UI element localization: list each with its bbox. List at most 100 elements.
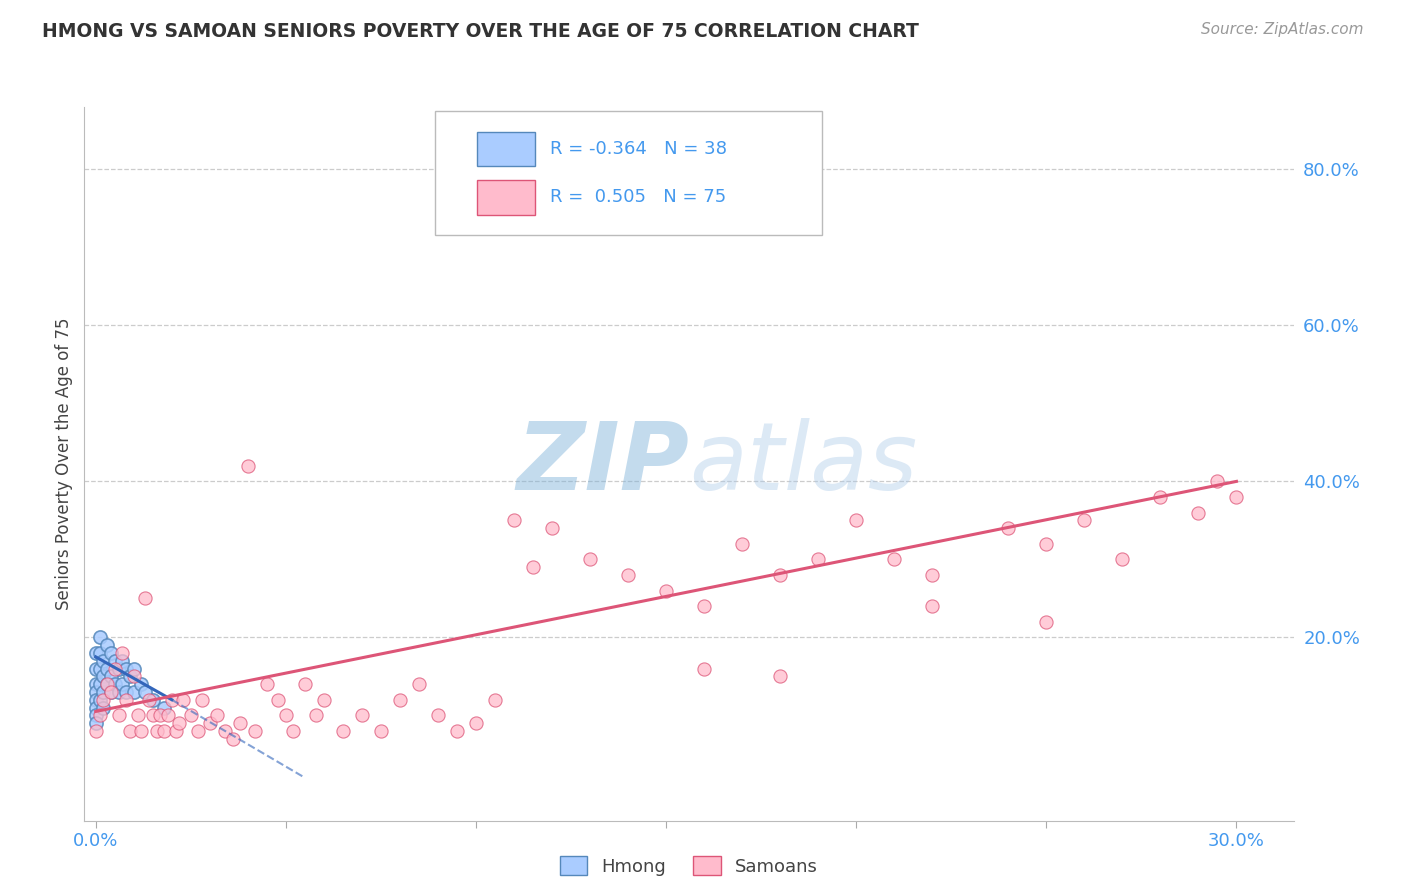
Text: ZIP: ZIP bbox=[516, 417, 689, 510]
Point bbox=[236, 458, 259, 473]
Point bbox=[245, 723, 267, 738]
Point bbox=[118, 669, 141, 683]
Point bbox=[84, 662, 107, 676]
Point bbox=[142, 708, 165, 723]
Point bbox=[100, 685, 122, 699]
Point bbox=[214, 723, 236, 738]
Point bbox=[388, 692, 411, 706]
Point bbox=[96, 638, 118, 652]
Point bbox=[153, 700, 176, 714]
Point bbox=[84, 685, 107, 699]
Y-axis label: Seniors Poverty Over the Age of 75: Seniors Poverty Over the Age of 75 bbox=[55, 318, 73, 610]
Point bbox=[118, 723, 141, 738]
Point bbox=[693, 662, 716, 676]
Point bbox=[127, 708, 149, 723]
Point bbox=[134, 591, 156, 606]
Point bbox=[93, 692, 115, 706]
Point bbox=[160, 692, 183, 706]
Point bbox=[229, 716, 252, 731]
Point bbox=[693, 599, 716, 614]
Point bbox=[1187, 506, 1209, 520]
Text: R = -0.364   N = 38: R = -0.364 N = 38 bbox=[550, 140, 727, 158]
Point bbox=[115, 685, 138, 699]
Point bbox=[111, 677, 134, 691]
Point bbox=[131, 723, 153, 738]
Point bbox=[96, 677, 118, 691]
Point bbox=[96, 677, 118, 691]
Point bbox=[84, 723, 107, 738]
Point bbox=[115, 692, 138, 706]
Point bbox=[89, 692, 111, 706]
Point bbox=[84, 716, 107, 731]
Point bbox=[283, 723, 305, 738]
Point bbox=[370, 723, 392, 738]
Point bbox=[122, 662, 145, 676]
Point bbox=[84, 708, 107, 723]
Point bbox=[845, 513, 868, 527]
Point bbox=[769, 669, 792, 683]
Point bbox=[107, 708, 129, 723]
Text: Source: ZipAtlas.com: Source: ZipAtlas.com bbox=[1201, 22, 1364, 37]
Point bbox=[111, 654, 134, 668]
Point bbox=[84, 692, 107, 706]
Point bbox=[1035, 537, 1057, 551]
Point bbox=[1111, 552, 1133, 566]
Point bbox=[446, 723, 468, 738]
Point bbox=[89, 708, 111, 723]
Point bbox=[655, 583, 678, 598]
Point bbox=[104, 662, 127, 676]
Point bbox=[84, 677, 107, 691]
Point bbox=[579, 552, 602, 566]
Text: atlas: atlas bbox=[689, 418, 917, 509]
Point bbox=[89, 662, 111, 676]
Point bbox=[274, 708, 297, 723]
Point bbox=[104, 654, 127, 668]
Point bbox=[807, 552, 830, 566]
Point bbox=[427, 708, 450, 723]
Point bbox=[172, 692, 194, 706]
Point bbox=[145, 723, 167, 738]
Point bbox=[883, 552, 905, 566]
Point bbox=[131, 677, 153, 691]
Point bbox=[89, 646, 111, 660]
Point bbox=[100, 669, 122, 683]
Point bbox=[122, 669, 145, 683]
Point bbox=[180, 708, 202, 723]
Point bbox=[149, 708, 172, 723]
Point bbox=[138, 692, 160, 706]
Point bbox=[522, 560, 544, 574]
Point bbox=[294, 677, 316, 691]
Point bbox=[89, 631, 111, 645]
Point bbox=[617, 568, 640, 582]
Text: R =  0.505   N = 75: R = 0.505 N = 75 bbox=[550, 188, 725, 206]
Point bbox=[96, 662, 118, 676]
Point bbox=[100, 685, 122, 699]
Point bbox=[84, 700, 107, 714]
FancyBboxPatch shape bbox=[434, 111, 823, 235]
Point bbox=[350, 708, 373, 723]
Point bbox=[93, 669, 115, 683]
Point bbox=[198, 716, 221, 731]
Point bbox=[134, 685, 156, 699]
Point bbox=[107, 685, 129, 699]
Point bbox=[115, 662, 138, 676]
Point bbox=[503, 513, 526, 527]
Point bbox=[191, 692, 214, 706]
Point bbox=[107, 662, 129, 676]
Point bbox=[169, 716, 191, 731]
FancyBboxPatch shape bbox=[478, 180, 536, 214]
Legend: Hmong, Samoans: Hmong, Samoans bbox=[553, 849, 825, 883]
Point bbox=[156, 708, 179, 723]
Point bbox=[104, 677, 127, 691]
Point bbox=[89, 677, 111, 691]
Point bbox=[484, 692, 506, 706]
Point bbox=[207, 708, 229, 723]
Point bbox=[142, 692, 165, 706]
Point bbox=[93, 700, 115, 714]
Point bbox=[93, 685, 115, 699]
Point bbox=[312, 692, 335, 706]
Point bbox=[111, 646, 134, 660]
Point bbox=[100, 646, 122, 660]
Point bbox=[921, 568, 943, 582]
Point bbox=[221, 731, 243, 746]
